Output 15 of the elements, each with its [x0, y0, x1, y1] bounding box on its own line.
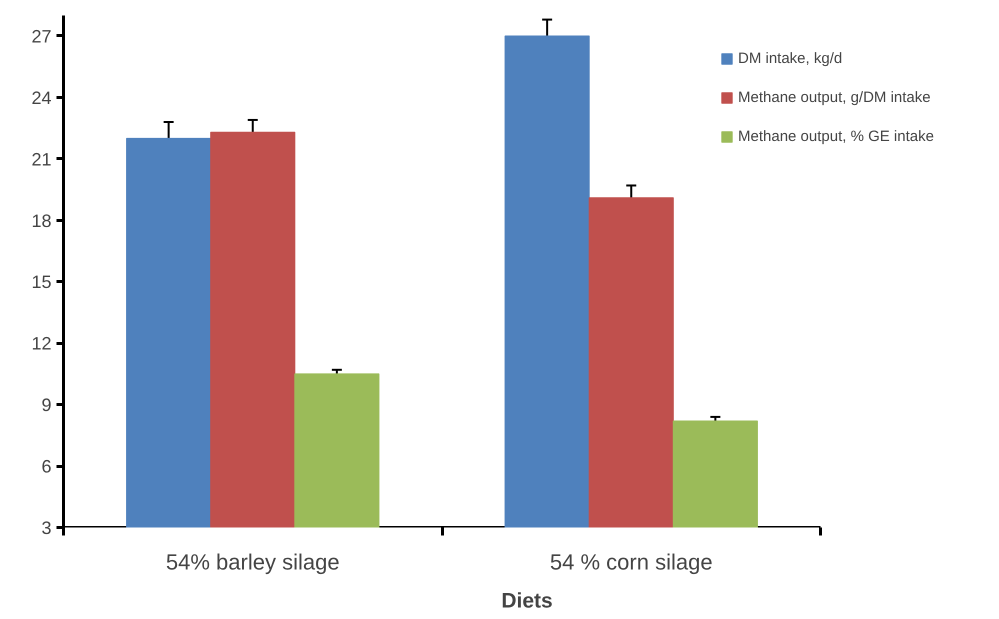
y-tick-label: 18 — [31, 210, 52, 231]
y-tick-label: 24 — [31, 88, 52, 108]
x-tick-label: 54 % corn silage — [550, 550, 713, 574]
legend-label: DM intake, kg/d — [738, 50, 842, 67]
y-tick-label: 12 — [31, 334, 52, 354]
legend-label: Methane output, % GE intake — [738, 128, 934, 145]
x-axis-title: Diets — [501, 590, 553, 612]
y-tick-label: 6 — [41, 456, 52, 477]
x-tick-label: 54% barley silage — [166, 550, 340, 574]
legend-label: Methane output, g/DM intake — [738, 89, 931, 106]
y-tick-label: 21 — [31, 149, 52, 170]
y-tick-label: 15 — [31, 272, 52, 292]
y-tick-label: 9 — [41, 395, 52, 416]
y-tick-label: 27 — [31, 26, 52, 46]
y-tick-label: 3 — [41, 518, 52, 538]
